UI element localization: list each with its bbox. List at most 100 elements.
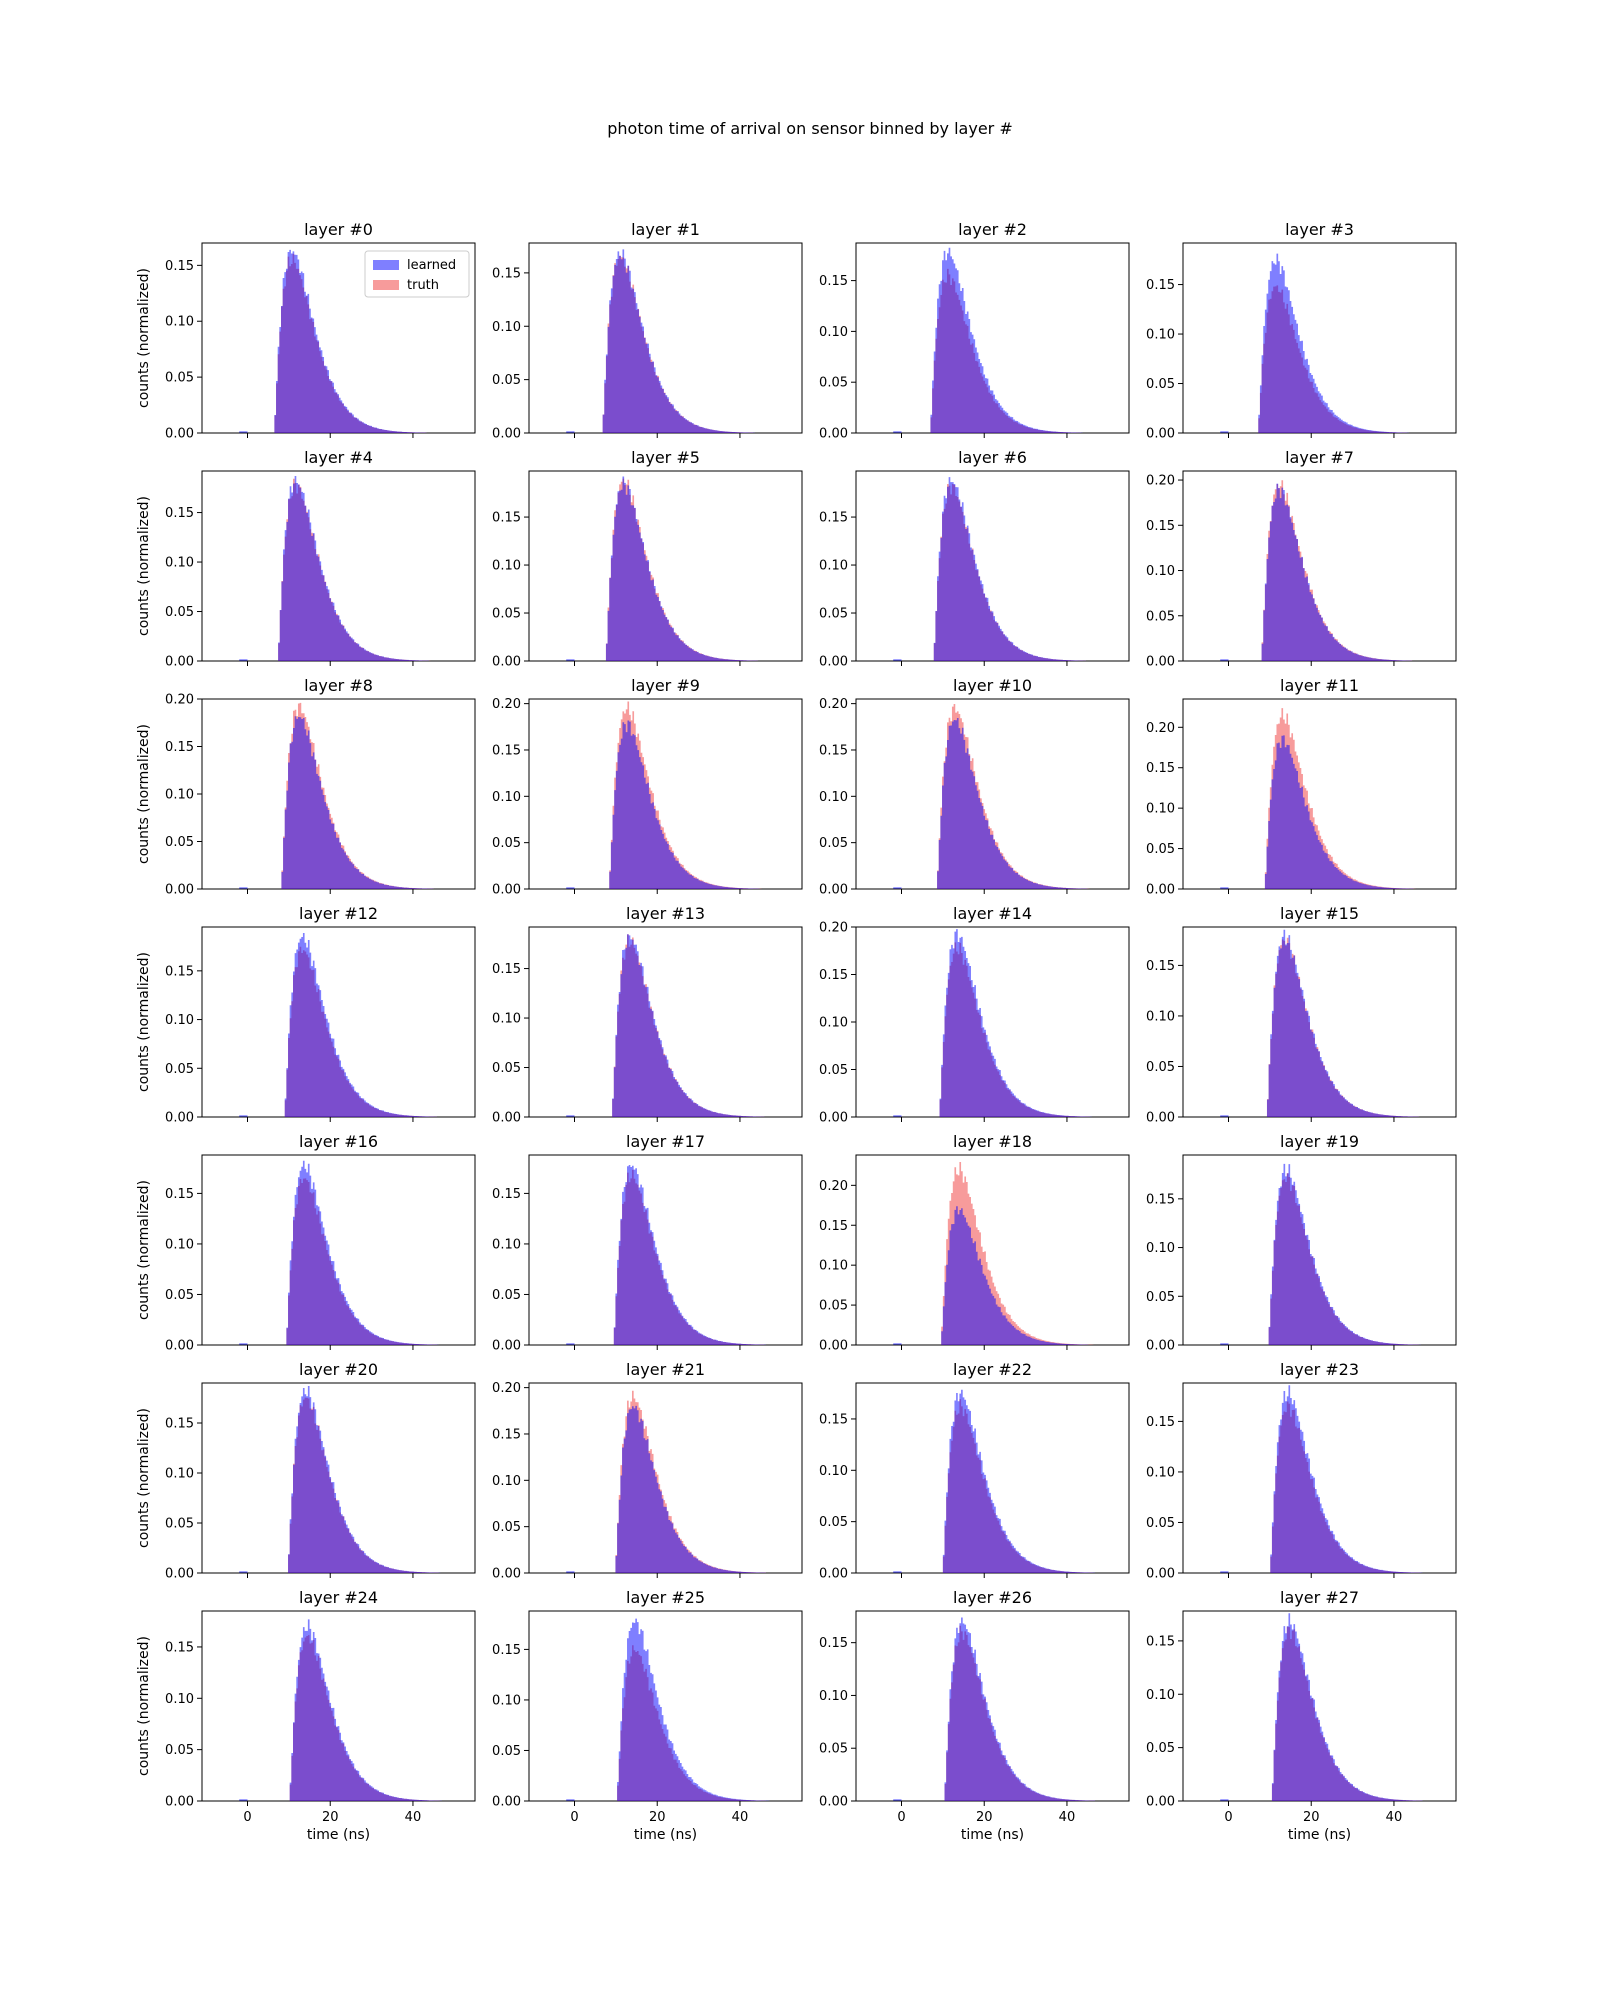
ytick-label-1-2: 0.10 (492, 320, 521, 335)
legend-swatch-truth (373, 280, 399, 290)
panel-title-layer-22: layer #22 (953, 1360, 1032, 1379)
ytick-label-22-3: 0.15 (819, 1412, 848, 1427)
ytick-label-8-1: 0.05 (165, 835, 194, 850)
panel-title-layer-1: layer #1 (631, 220, 700, 239)
ytick-label-20-2: 0.10 (165, 1467, 194, 1482)
ytick-label-14-4: 0.20 (819, 921, 848, 936)
ytick-label-25-2: 0.10 (492, 1693, 521, 1708)
histogram-learned-layer-0 (274, 249, 477, 433)
ytick-label-24-0: 0.00 (165, 1795, 194, 1810)
histogram-learned-layer-13 (612, 934, 803, 1117)
panel-title-layer-6: layer #6 (958, 448, 1027, 467)
xtick-label-26-2: 40 (1059, 1810, 1076, 1825)
ytick-label-2-0: 0.00 (819, 427, 848, 442)
ytick-label-24-3: 0.15 (165, 1640, 194, 1655)
ytick-label-25-0: 0.00 (492, 1795, 521, 1810)
panel-title-layer-11: layer #11 (1280, 676, 1359, 695)
ytick-label-17-0: 0.00 (492, 1339, 521, 1354)
ytick-label-4-1: 0.05 (165, 605, 194, 620)
y-axis-label-row-5: counts (normalized) (136, 1408, 152, 1548)
panel-title-layer-4: layer #4 (304, 448, 373, 467)
ytick-label-17-1: 0.05 (492, 1288, 521, 1303)
ytick-label-13-0: 0.00 (492, 1111, 521, 1126)
ytick-label-6-0: 0.00 (819, 655, 848, 670)
histogram-learned-layer-20 (288, 1385, 477, 1573)
ytick-label-22-0: 0.00 (819, 1567, 848, 1582)
y-axis-label-row-1: counts (normalized) (136, 496, 152, 636)
ytick-label-14-3: 0.15 (819, 968, 848, 983)
ytick-label-20-3: 0.15 (165, 1417, 194, 1432)
panel-title-layer-5: layer #5 (631, 448, 700, 467)
ytick-label-2-3: 0.15 (819, 274, 848, 289)
xtick-label-25-1: 20 (649, 1810, 666, 1825)
ytick-label-1-1: 0.05 (492, 373, 521, 388)
histogram-learned-layer-25 (617, 1618, 803, 1801)
ytick-label-5-0: 0.00 (492, 655, 521, 670)
ytick-label-9-2: 0.10 (492, 790, 521, 805)
ytick-label-21-1: 0.05 (492, 1520, 521, 1535)
ytick-label-11-1: 0.05 (1146, 842, 1175, 857)
ytick-label-15-0: 0.00 (1146, 1111, 1175, 1126)
ytick-label-27-1: 0.05 (1146, 1741, 1175, 1756)
ytick-label-3-0: 0.00 (1146, 427, 1175, 442)
y-axis-label-row-4: counts (normalized) (136, 1180, 152, 1320)
legend-label-learned: learned (407, 258, 456, 273)
histogram-learned-layer-12 (284, 932, 477, 1117)
ytick-label-6-1: 0.05 (819, 607, 848, 622)
ytick-label-22-2: 0.10 (819, 1464, 848, 1479)
ytick-label-0-1: 0.05 (165, 371, 194, 386)
ytick-label-23-2: 0.10 (1146, 1465, 1175, 1480)
ytick-label-3-3: 0.15 (1146, 278, 1175, 293)
panel-title-layer-10: layer #10 (953, 676, 1032, 695)
ytick-label-8-0: 0.00 (165, 883, 194, 898)
ytick-label-7-0: 0.00 (1146, 655, 1175, 670)
ytick-label-18-0: 0.00 (819, 1339, 848, 1354)
ytick-label-25-3: 0.15 (492, 1643, 521, 1658)
panel-title-layer-17: layer #17 (626, 1132, 705, 1151)
ytick-label-26-2: 0.10 (819, 1689, 848, 1704)
ytick-label-10-3: 0.15 (819, 743, 848, 758)
histogram-learned-layer-10 (937, 717, 1131, 889)
panel-title-layer-14: layer #14 (953, 904, 1032, 923)
panel-title-layer-19: layer #19 (1280, 1132, 1359, 1151)
xtick-label-24-1: 20 (322, 1810, 339, 1825)
panel-title-layer-24: layer #24 (299, 1588, 378, 1607)
panel-title-layer-16: layer #16 (299, 1132, 378, 1151)
ytick-label-5-1: 0.05 (492, 607, 521, 622)
ytick-label-3-2: 0.10 (1146, 328, 1175, 343)
xtick-label-27-2: 40 (1386, 1810, 1403, 1825)
ytick-label-9-0: 0.00 (492, 883, 521, 898)
ytick-label-2-2: 0.10 (819, 325, 848, 340)
histogram-learned-layer-7 (1261, 483, 1457, 661)
ytick-label-8-3: 0.15 (165, 740, 194, 755)
ytick-label-26-1: 0.05 (819, 1742, 848, 1757)
ytick-label-12-2: 0.10 (165, 1013, 194, 1028)
panel-title-layer-7: layer #7 (1285, 448, 1354, 467)
ytick-label-2-1: 0.05 (819, 376, 848, 391)
xtick-label-24-2: 40 (405, 1810, 422, 1825)
ytick-label-22-1: 0.05 (819, 1515, 848, 1530)
figure-suptitle: photon time of arrival on sensor binned … (607, 119, 1012, 138)
histogram-learned-layer-6 (933, 477, 1131, 661)
ytick-label-17-3: 0.15 (492, 1187, 521, 1202)
panel-title-layer-3: layer #3 (1285, 220, 1354, 239)
ytick-label-8-4: 0.20 (165, 693, 194, 708)
ytick-label-16-0: 0.00 (165, 1339, 194, 1354)
ytick-label-4-3: 0.15 (165, 506, 194, 521)
histogram-learned-layer-17 (613, 1164, 803, 1345)
ytick-label-3-1: 0.05 (1146, 377, 1175, 392)
histogram-learned-layer-14 (939, 929, 1130, 1117)
ytick-label-19-1: 0.05 (1146, 1290, 1175, 1305)
ytick-label-8-2: 0.10 (165, 788, 194, 803)
panel-title-layer-27: layer #27 (1280, 1588, 1359, 1607)
panel-title-layer-2: layer #2 (958, 220, 1027, 239)
x-axis-label-2: time (ns) (961, 1827, 1024, 1843)
ytick-label-21-2: 0.10 (492, 1474, 521, 1489)
ytick-label-5-2: 0.10 (492, 559, 521, 574)
y-axis-label-row-0: counts (normalized) (136, 268, 152, 408)
ytick-label-10-4: 0.20 (819, 697, 848, 712)
histogram-learned-layer-11 (1264, 735, 1457, 889)
panel-title-layer-12: layer #12 (299, 904, 378, 923)
ytick-label-23-1: 0.05 (1146, 1516, 1175, 1531)
